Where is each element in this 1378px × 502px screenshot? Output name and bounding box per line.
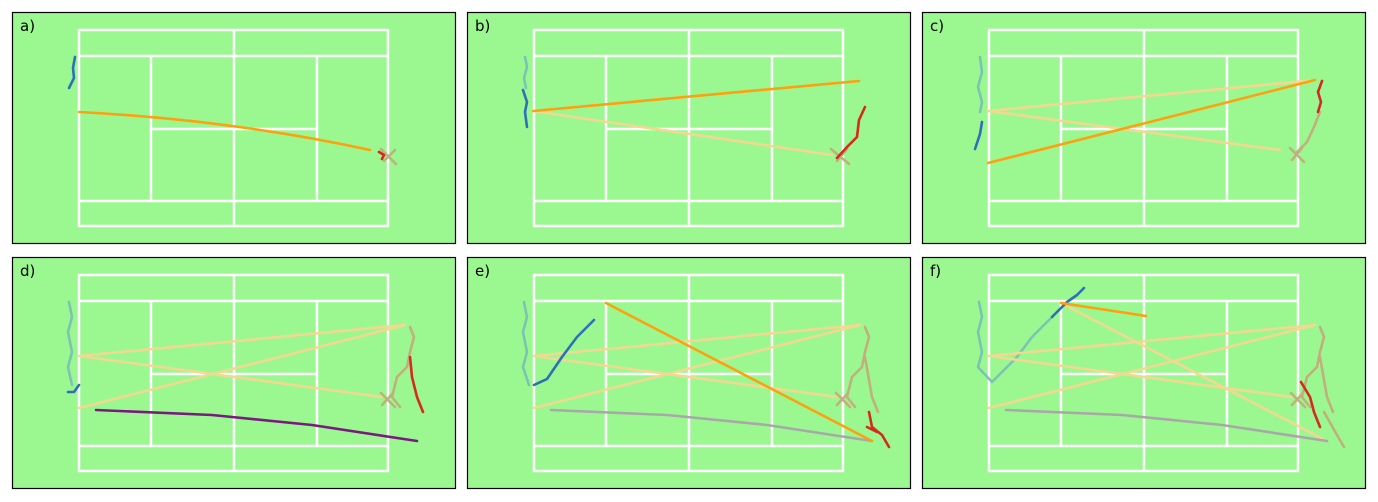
tennis-court	[532, 273, 845, 473]
panel: a)	[11, 11, 457, 245]
trajectory	[77, 323, 407, 410]
panel-label: a)	[20, 17, 35, 35]
trajectory	[986, 78, 1317, 152]
trajectory	[1316, 79, 1324, 114]
trajectory	[1288, 110, 1322, 164]
trajectory	[532, 323, 862, 410]
trajectory	[408, 355, 425, 414]
tennis-court	[77, 273, 390, 473]
trajectory	[865, 410, 891, 449]
panel: c)	[921, 11, 1367, 245]
trajectory	[521, 88, 529, 129]
trajectory	[66, 300, 74, 387]
panel-label: f)	[930, 262, 941, 280]
trajectory	[521, 300, 531, 387]
trajectory	[377, 150, 386, 161]
trajectory	[66, 383, 81, 394]
trajectory	[549, 408, 874, 443]
tennis-court	[987, 28, 1300, 228]
trajectory	[1059, 301, 1148, 318]
trajectory	[379, 325, 416, 409]
trajectory	[1050, 286, 1086, 319]
trajectory	[94, 408, 419, 443]
panel: d)	[11, 256, 457, 490]
tennis-court	[532, 28, 845, 228]
trajectory	[379, 147, 398, 166]
trajectory	[987, 301, 1329, 443]
trajectory	[973, 120, 984, 151]
trajectory	[976, 300, 1054, 384]
panel: f)	[921, 256, 1367, 490]
panel-label: d)	[20, 262, 35, 280]
trajectory	[835, 105, 867, 160]
panel: e)	[466, 256, 912, 490]
tennis-court	[77, 28, 390, 228]
trajectory	[604, 301, 874, 443]
trajectory	[67, 55, 77, 90]
trajectory	[1004, 408, 1329, 443]
trajectory	[834, 325, 880, 414]
trajectory	[522, 55, 529, 90]
trajectory	[531, 79, 861, 113]
trajectory	[986, 78, 1317, 165]
panel-label: c)	[930, 17, 944, 35]
panel-label: e)	[475, 262, 490, 280]
trajectory	[531, 109, 834, 157]
trajectory	[532, 318, 596, 387]
panel: b)	[466, 11, 912, 245]
trajectory	[976, 55, 984, 114]
trajectory	[1299, 380, 1322, 429]
tennis-court	[987, 273, 1300, 473]
panel-label: b)	[475, 17, 490, 35]
trajectory	[1289, 325, 1346, 449]
trajectory	[77, 110, 372, 152]
